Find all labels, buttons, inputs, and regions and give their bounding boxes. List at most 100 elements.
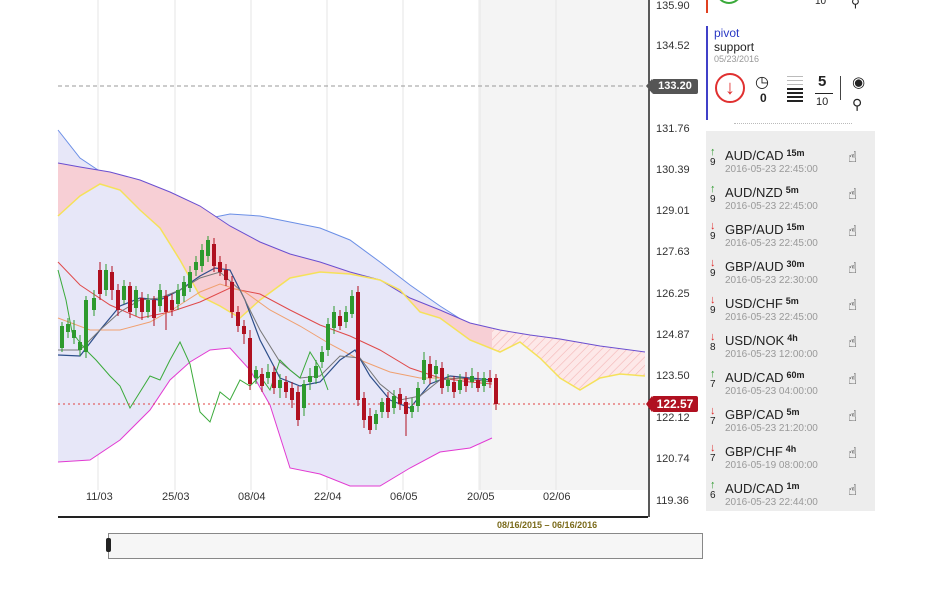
candle-body <box>476 380 480 388</box>
alert-item[interactable]: ↓ 9 USD/CHF 5m 2016-05-23 22:45:00 ☝ <box>706 279 875 323</box>
candle-body <box>170 300 174 310</box>
alert-interval: 5m <box>785 296 799 306</box>
bollinger-lower <box>57 347 493 487</box>
hand-check-icon[interactable]: ☝ <box>848 334 858 351</box>
price-tick: 119.36 <box>656 495 689 507</box>
hand-check-icon[interactable]: ☝ <box>848 371 858 388</box>
separator <box>734 123 852 124</box>
candle-body <box>482 378 486 386</box>
alert-symbol-text: GBP/AUD <box>725 222 784 237</box>
candle-body <box>356 292 360 400</box>
alert-symbol-text: GBP/AUD <box>725 259 784 274</box>
alert-symbol: GBP/AUD 30m <box>725 259 805 274</box>
candle-body <box>278 380 282 388</box>
score-divider <box>815 93 833 94</box>
score-denominator: 10 <box>816 96 829 108</box>
chart-canvas[interactable] <box>0 0 705 560</box>
alert-count: 7 <box>710 379 716 390</box>
date-tick: 02/06 <box>543 491 571 503</box>
hand-check-icon[interactable]: ☝ <box>848 408 858 425</box>
alert-item[interactable]: ↑ 9 AUD/NZD 5m 2016-05-23 22:45:00 ☝ <box>706 168 875 212</box>
alert-interval: 15m <box>786 148 805 158</box>
alert-time: 2016-05-23 22:45:00 <box>725 238 818 249</box>
candle-body <box>320 352 324 362</box>
hand-check-icon[interactable]: ☝ <box>848 260 858 277</box>
clock-value: 0 <box>760 91 767 105</box>
candle-body <box>248 338 252 384</box>
price-tick: 129.01 <box>656 205 690 217</box>
date-tick: 06/05 <box>390 491 418 503</box>
hand-check-icon[interactable]: ☝ <box>848 445 858 462</box>
alert-interval: 5m <box>785 185 799 195</box>
candle-body <box>236 312 240 326</box>
hand-check-icon[interactable]: ☝ <box>848 297 858 314</box>
candle-body <box>416 388 420 406</box>
alert-symbol: AUD/CAD 60m <box>725 370 805 385</box>
alert-symbol: GBP/AUD 15m <box>725 222 805 237</box>
down-arrow-icon: ↓ <box>710 257 716 269</box>
alert-count: 7 <box>710 453 716 464</box>
candle-body <box>422 360 426 380</box>
price-tick: 123.50 <box>656 370 690 382</box>
candle-body <box>128 286 132 312</box>
candle-body <box>182 282 186 296</box>
candle-body <box>446 380 450 386</box>
alerts-list: ↑ 9 AUD/CAD 15m 2016-05-23 22:45:00 ☝ ↑ 9… <box>706 131 875 511</box>
oscillator-line <box>57 269 329 423</box>
pattern-card[interactable]: pivot support 05/23/2016 ↓ ◷ 0 5 10 ◉ ⚲ <box>706 26 878 120</box>
candle-body <box>290 388 294 400</box>
card-accent-line <box>706 0 708 13</box>
hand-check-icon[interactable]: ☝ <box>848 482 858 499</box>
alert-item[interactable]: ↓ 9 GBP/AUD 30m 2016-05-23 22:30:00 ☝ <box>706 242 875 286</box>
candle-body <box>314 366 318 378</box>
alert-item[interactable]: ↓ 9 GBP/AUD 15m 2016-05-23 22:45:00 ☝ <box>706 205 875 249</box>
pattern-name[interactable]: pivot <box>714 26 740 40</box>
alert-item[interactable]: ↓ 8 USD/NOK 4h 2016-05-23 12:00:00 ☝ <box>706 316 875 360</box>
candle-body <box>158 290 162 306</box>
search-icon[interactable]: ⚲ <box>852 96 863 112</box>
alert-item[interactable]: ↑ 9 AUD/CAD 15m 2016-05-23 22:45:00 ☝ <box>706 131 875 175</box>
alert-symbol: GBP/CHF 4h <box>725 444 796 459</box>
candle-body <box>212 244 216 266</box>
alert-item[interactable]: ↓ 7 GBP/CHF 4h 2016-05-19 08:00:00 ☝ <box>706 427 875 471</box>
candle-body <box>410 406 414 412</box>
up-arrow-icon: ↑ <box>710 146 716 158</box>
up-arrow-circle-icon <box>716 0 742 4</box>
alert-interval: 60m <box>786 370 805 380</box>
hand-check-icon[interactable]: ☝ <box>848 223 858 240</box>
search-icon[interactable]: ⚲ <box>851 0 860 10</box>
candle-body <box>152 300 156 318</box>
score-denominator: 10 <box>815 0 827 7</box>
navigator-handle[interactable] <box>106 538 111 552</box>
price-tick: 130.39 <box>656 164 690 176</box>
down-arrow-icon: ↓ <box>710 405 716 417</box>
alert-time: 2016-05-19 08:00:00 <box>725 460 818 471</box>
candle-body <box>194 262 198 270</box>
time-navigator[interactable] <box>106 533 703 559</box>
price-tick: 127.63 <box>656 246 690 258</box>
hand-check-icon[interactable]: ☝ <box>848 149 858 166</box>
hand-check-icon[interactable]: ☝ <box>848 186 858 203</box>
candle-body <box>272 372 276 388</box>
alert-time: 2016-05-23 21:20:00 <box>725 423 818 434</box>
alert-item[interactable]: ↑ 6 AUD/CAD 1m 2016-05-23 22:44:00 ☝ <box>706 464 875 508</box>
clock-icon: ◷ <box>755 74 769 91</box>
candle-body <box>110 272 114 290</box>
alert-count: 9 <box>710 231 716 242</box>
candle-body <box>296 392 300 420</box>
alert-item[interactable]: ↓ 7 GBP/CAD 5m 2016-05-23 21:20:00 ☝ <box>706 390 875 434</box>
down-arrow-icon: ↓ <box>710 442 716 454</box>
alert-symbol-text: GBP/CAD <box>725 407 784 422</box>
alert-symbol-text: AUD/CAD <box>725 370 784 385</box>
alert-symbol-text: USD/CHF <box>725 296 783 311</box>
candle-body <box>458 380 462 390</box>
candle-body <box>386 398 390 412</box>
candle-body <box>260 374 264 386</box>
candle-body <box>266 372 270 378</box>
alert-item[interactable]: ↑ 7 AUD/CAD 60m 2016-05-23 04:00:00 ☝ <box>706 353 875 397</box>
alert-symbol: USD/CHF 5m <box>725 296 799 311</box>
candle-body <box>200 250 204 266</box>
candle-body <box>428 364 432 378</box>
price-chart[interactable]: 135.90 134.52 131.76 130.39 129.01 127.6… <box>0 0 705 560</box>
eye-icon[interactable]: ◉ <box>852 74 866 91</box>
